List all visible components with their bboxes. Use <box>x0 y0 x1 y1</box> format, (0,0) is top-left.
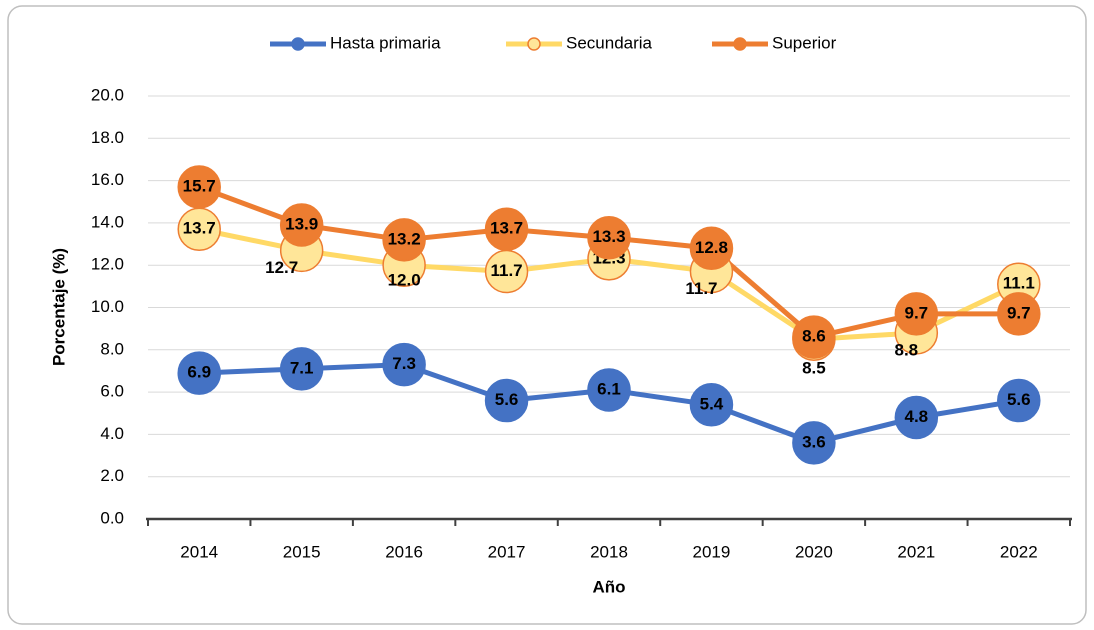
chart-frame <box>7 5 1087 625</box>
data-label: 8.6 <box>802 327 826 346</box>
data-label: 15.7 <box>183 176 216 195</box>
data-label: 5.6 <box>495 390 519 409</box>
data-label: 7.3 <box>392 354 416 373</box>
x-tick-label: 2021 <box>897 542 935 561</box>
data-label: 4.8 <box>905 407 929 426</box>
legend-label: Secundaria <box>566 33 653 52</box>
data-point <box>997 378 1041 423</box>
data-label: 11.1 <box>1003 274 1035 293</box>
data-label: 12.7 <box>265 258 298 277</box>
y-tick-label: 4.0 <box>100 424 124 443</box>
y-tick-label: 12.0 <box>91 255 124 274</box>
legend-marker <box>733 37 747 51</box>
data-label: 3.6 <box>802 432 826 451</box>
legend-marker <box>291 37 305 51</box>
data-point <box>177 165 221 209</box>
data-point <box>689 226 734 271</box>
legend-label: Superior <box>772 33 837 52</box>
data-label: 13.3 <box>592 227 625 246</box>
y-tick-label: 18.0 <box>91 128 124 147</box>
legend-label: Hasta primaria <box>330 33 441 52</box>
data-point <box>382 342 426 387</box>
x-axis-title: Año <box>592 577 625 596</box>
data-point <box>484 207 529 251</box>
legend-marker <box>527 37 541 51</box>
data-point <box>894 395 939 440</box>
data-label: 13.9 <box>285 214 318 233</box>
data-label: 8.8 <box>895 340 919 359</box>
y-tick-label: 0.0 <box>100 508 124 527</box>
data-point <box>382 218 426 262</box>
data-point <box>484 378 529 423</box>
y-tick-label: 20.0 <box>91 85 124 104</box>
data-point <box>279 203 324 247</box>
data-point <box>792 421 836 465</box>
data-point <box>792 315 836 359</box>
data-point <box>997 292 1041 336</box>
data-label: 11.7 <box>685 279 717 298</box>
data-label: 12.8 <box>695 238 728 257</box>
data-point <box>177 351 221 395</box>
data-label: 13.7 <box>183 219 216 238</box>
data-label: 6.1 <box>597 379 621 398</box>
x-tick-label: 2018 <box>590 542 628 561</box>
data-label: 5.6 <box>1007 390 1031 409</box>
data-point <box>279 347 324 391</box>
data-label: 5.4 <box>700 394 724 413</box>
x-tick-label: 2015 <box>283 542 321 561</box>
data-label: 11.7 <box>490 261 522 280</box>
x-tick-label: 2017 <box>488 542 526 561</box>
data-label: 7.1 <box>290 358 314 377</box>
y-tick-label: 16.0 <box>91 170 124 189</box>
y-tick-label: 2.0 <box>100 466 124 485</box>
x-tick-label: 2022 <box>1000 542 1038 561</box>
y-axis-title: Porcentaje (%) <box>49 248 68 366</box>
data-label: 13.2 <box>388 229 421 248</box>
data-point <box>587 215 631 260</box>
y-tick-label: 14.0 <box>91 212 124 231</box>
data-label: 8.5 <box>802 359 826 378</box>
y-tick-label: 6.0 <box>100 382 124 401</box>
data-point <box>587 368 631 412</box>
data-point <box>894 292 939 336</box>
data-label: 12.0 <box>388 271 421 290</box>
y-tick-label: 10.0 <box>91 297 124 316</box>
x-tick-label: 2019 <box>693 542 731 561</box>
data-label: 9.7 <box>1007 303 1031 322</box>
x-tick-label: 2014 <box>180 542 218 561</box>
data-label: 9.7 <box>905 303 929 322</box>
x-tick-label: 2020 <box>795 542 833 561</box>
data-point <box>689 383 734 427</box>
x-tick-label: 2016 <box>385 542 423 561</box>
y-tick-label: 8.0 <box>100 339 124 358</box>
data-label: 6.9 <box>187 363 211 382</box>
data-label: 13.7 <box>490 219 523 238</box>
